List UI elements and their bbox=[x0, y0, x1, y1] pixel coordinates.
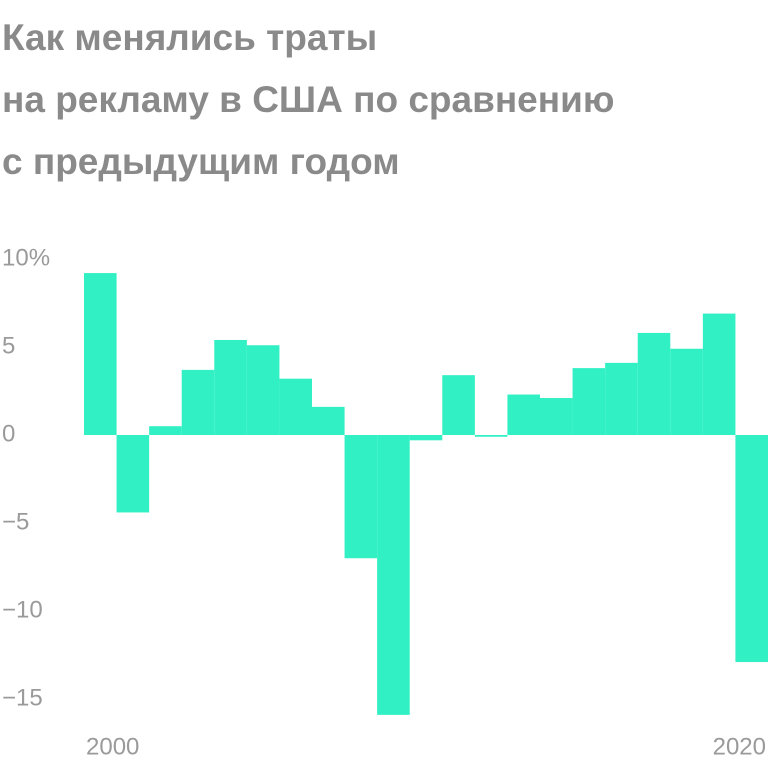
bar bbox=[279, 378, 312, 436]
bar bbox=[735, 435, 768, 663]
bar bbox=[312, 406, 345, 436]
bar bbox=[637, 332, 671, 436]
chart-title: на рекламу в США по сравнению bbox=[2, 79, 614, 120]
bar bbox=[507, 394, 540, 436]
y-tick-label: 5 bbox=[2, 332, 15, 359]
bar bbox=[246, 345, 280, 436]
y-tick-label: −15 bbox=[2, 684, 43, 711]
bar bbox=[702, 313, 736, 436]
x-tick-label: 2000 bbox=[86, 733, 139, 760]
y-tick-label: 0 bbox=[2, 420, 15, 447]
bar bbox=[409, 435, 443, 441]
bar bbox=[149, 426, 182, 436]
bar bbox=[214, 339, 247, 436]
bar bbox=[344, 435, 378, 559]
bar bbox=[474, 435, 508, 437]
bar bbox=[84, 273, 117, 436]
bar bbox=[670, 348, 703, 436]
bar bbox=[572, 368, 606, 436]
bar bbox=[540, 398, 573, 436]
bar bbox=[605, 362, 638, 436]
bar bbox=[442, 375, 475, 436]
x-tick-label: 2020 bbox=[713, 733, 766, 760]
bar bbox=[377, 435, 410, 715]
y-tick-label: −5 bbox=[2, 508, 29, 535]
bar bbox=[116, 435, 150, 513]
bar bbox=[181, 369, 215, 436]
chart-title: Как менялись траты bbox=[2, 17, 377, 58]
y-tick-label: 10% bbox=[2, 244, 50, 271]
chart-title: с предыдущим годом bbox=[2, 141, 400, 182]
y-tick-label: −10 bbox=[2, 596, 43, 623]
